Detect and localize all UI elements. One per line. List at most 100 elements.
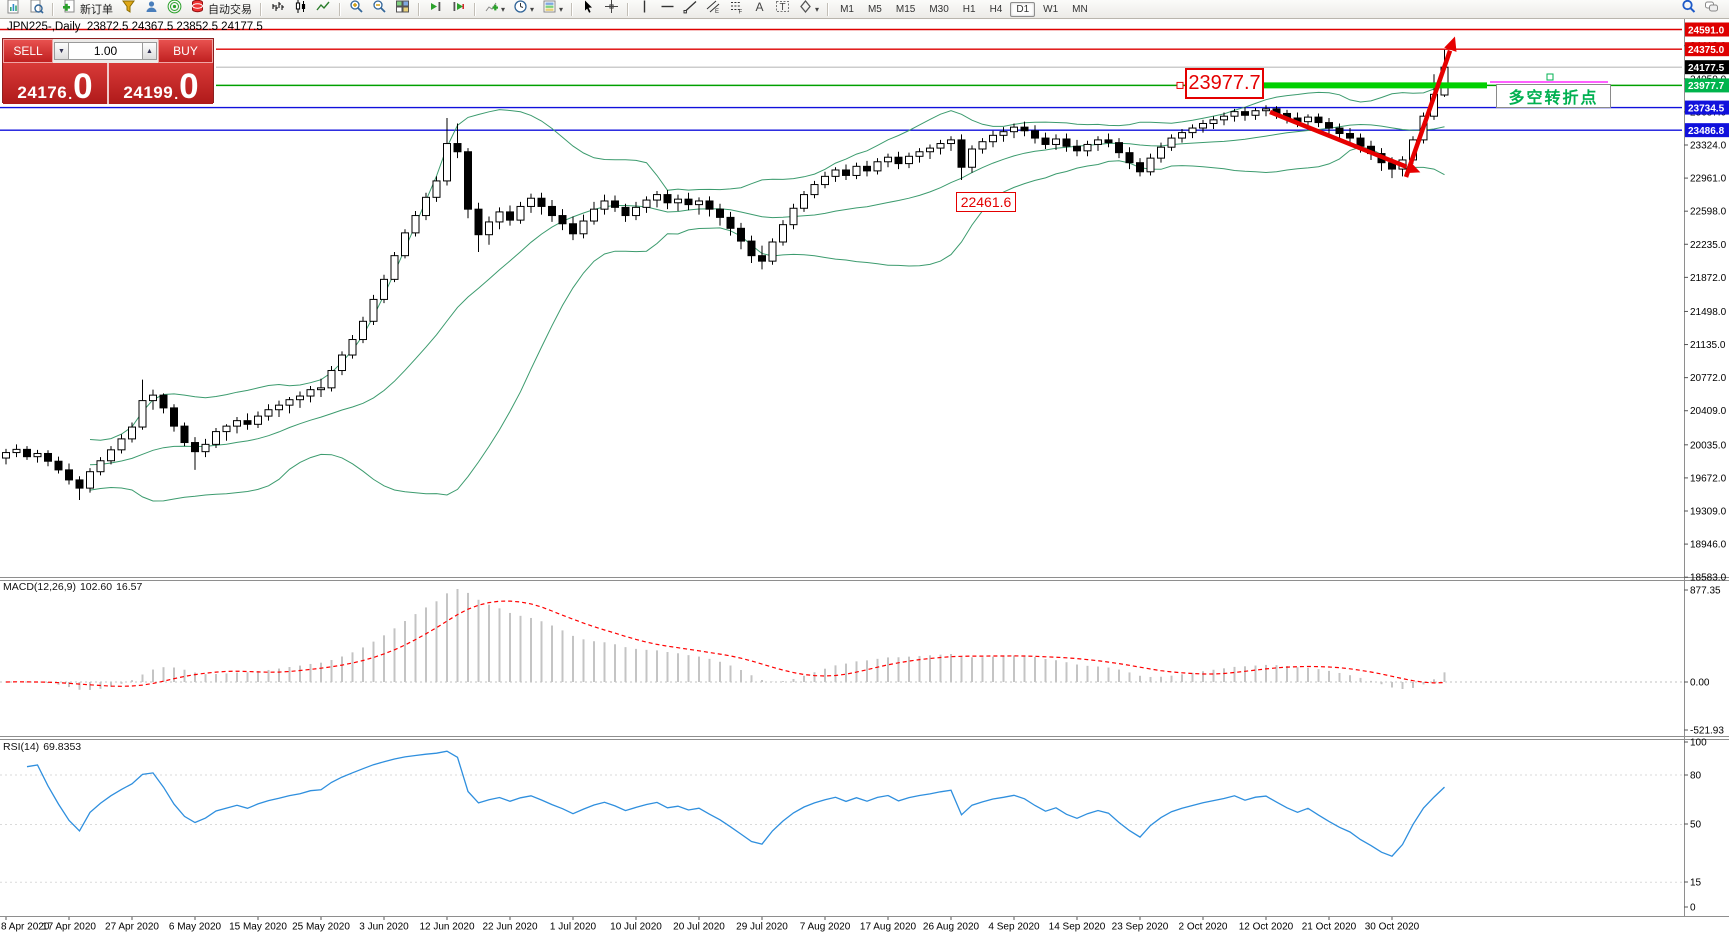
timeframe-button-H1[interactable]: H1 [962,3,976,15]
auto-trading-icon [190,0,205,19]
timeframe-button-W1[interactable]: W1 [1043,3,1059,15]
print-preview-button[interactable] [25,0,48,19]
auto-trading-button[interactable]: 自动交易 [186,0,256,19]
text-label-tool-button[interactable]: T [771,0,794,19]
trendline-tool-button[interactable] [679,0,702,19]
macd-pane [0,589,1682,690]
toolbar-separator [260,2,262,16]
volume-input[interactable] [69,42,142,60]
indicators-list-button[interactable]: ▾ [480,0,509,19]
svg-text:23486.8: 23486.8 [1688,126,1725,137]
axes-layer: 24413.024050.023687.023324.022961.022598… [0,19,1729,933]
arrows-tool-button[interactable]: ▾ [794,0,823,19]
cursor-tool-icon [581,0,596,19]
svg-text:0.00: 0.00 [1690,678,1710,689]
svg-text:27 Apr 2020: 27 Apr 2020 [105,922,159,933]
community-chat-button[interactable] [1700,0,1723,19]
svg-text:21135.0: 21135.0 [1690,340,1726,351]
svg-text:4 Sep 2020: 4 Sep 2020 [988,922,1040,933]
svg-text:21498.0: 21498.0 [1690,307,1727,318]
svg-text:24375.0: 24375.0 [1688,45,1725,56]
svg-text:15 May 2020: 15 May 2020 [229,922,287,933]
periods-icon [513,0,528,19]
volume-decrease-button[interactable]: ▼ [54,42,69,60]
new-order-icon [62,0,77,19]
timeframe-button-M30[interactable]: M30 [929,3,949,15]
svg-text:12 Oct 2020: 12 Oct 2020 [1239,922,1294,933]
svg-text:23977.7: 23977.7 [1688,81,1725,92]
chart-shift-button[interactable] [447,0,470,19]
svg-text:15: 15 [1690,878,1702,889]
fibonacci-tool-icon: F [729,0,744,19]
candlestick-mode-button[interactable] [289,0,312,19]
buy-price: 24199 [123,83,174,102]
svg-text:24591.0: 24591.0 [1688,25,1725,36]
search-button[interactable] [1677,0,1700,19]
timeframe-button-MN[interactable]: MN [1072,3,1088,15]
fibonacci-tool-button[interactable]: F [725,0,748,19]
crosshair-tool-button[interactable] [600,0,623,19]
svg-text:18946.0: 18946.0 [1690,540,1727,551]
new-chart-icon [6,0,21,19]
toolbar-right-group [1677,0,1727,19]
svg-text:100: 100 [1690,738,1707,749]
text-tool-button[interactable]: A [748,0,771,19]
cursor-tool-button[interactable] [577,0,600,19]
toolbar-separator [571,2,574,16]
community-chat-icon [1704,0,1719,19]
volume-increase-button[interactable]: ▲ [142,42,157,60]
templates-icon [542,0,557,19]
buy-button[interactable]: BUY [158,39,213,63]
timeframe-button-H4[interactable]: H4 [989,3,1003,15]
trendline-tool-icon [683,0,698,19]
timeframe-button-D1[interactable]: D1 [1010,1,1036,17]
svg-text:19672.0: 19672.0 [1690,473,1727,484]
svg-text:A: A [756,0,764,14]
zoom-in-icon [349,0,364,19]
macd-indicator-label: MACD(12,26,9) 102.60 16.57 [3,581,143,593]
svg-text:E: E [715,9,719,14]
zoom-out-button[interactable] [368,0,391,19]
templates-button[interactable]: ▾ [538,0,567,19]
periods-button[interactable]: ▾ [509,0,538,19]
line-chart-mode-button[interactable] [312,0,335,19]
sell-price-button[interactable]: 24176. 0 [3,63,107,104]
timeframe-button-M15[interactable]: M15 [895,3,916,15]
auto-scroll-button[interactable] [424,0,447,19]
search-icon [1681,0,1696,19]
svg-text:20 Jul 2020: 20 Jul 2020 [673,922,725,933]
svg-text:80: 80 [1690,771,1702,782]
new-order-button[interactable]: 新订单 [58,0,117,19]
svg-text:23324.0: 23324.0 [1690,141,1727,152]
svg-text:22 Jun 2020: 22 Jun 2020 [482,922,537,933]
buy-price-button[interactable]: 24199. 0 [109,63,213,104]
tile-windows-button[interactable] [391,0,414,19]
horizontal-line-tool-icon [660,0,675,19]
timeframe-button-M1[interactable]: M1 [840,3,854,15]
timeframe-button-M5[interactable]: M5 [867,3,882,15]
horizontal-line-tool-button[interactable] [656,0,679,19]
terminal-button[interactable] [140,0,163,19]
vertical-line-tool-button[interactable] [633,0,656,19]
svg-text:20409.0: 20409.0 [1690,406,1727,417]
signals-button[interactable] [163,0,186,19]
terminal-icon [144,0,159,19]
svg-text:0: 0 [1690,903,1696,914]
svg-text:877.35: 877.35 [1690,586,1721,597]
rsi-indicator-label: RSI(14) 69.8353 [3,741,82,753]
toolbar-separator [339,2,341,16]
bar-chart-mode-icon [270,0,285,19]
svg-text:23 Sep 2020: 23 Sep 2020 [1112,922,1169,933]
sell-button[interactable]: SELL [3,39,53,63]
new-chart-button[interactable] [2,0,25,19]
toolbar-separator [52,2,54,16]
buy-price-frac: 0 [179,67,199,106]
text-label-tool-icon: T [775,0,790,19]
bar-chart-mode-button[interactable] [266,0,289,19]
zoom-in-button[interactable] [345,0,368,19]
funnel-button[interactable] [117,0,140,19]
equidistant-channel-tool-button[interactable]: E [702,0,725,19]
svg-text:14 Sep 2020: 14 Sep 2020 [1049,922,1106,933]
